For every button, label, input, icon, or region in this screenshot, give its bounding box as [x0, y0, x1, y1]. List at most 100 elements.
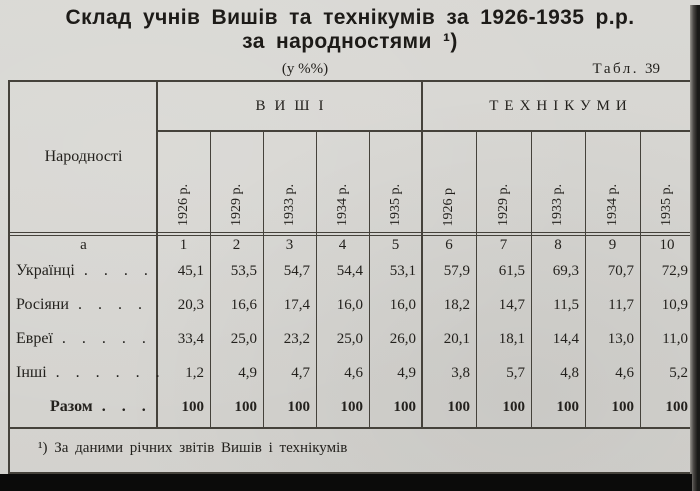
year-header-cell: 1929 р. — [495, 184, 511, 226]
row-label: Українці. . . . — [16, 262, 154, 279]
table-row-evrei: Евреї. . . . . 33,4 25,0 23,2 25,0 26,0 … — [10, 322, 694, 356]
table-cell: 4,9 — [397, 364, 416, 381]
table-cell: 17,4 — [283, 296, 310, 313]
table-cell: 4,8 — [560, 364, 579, 381]
table-cell: 16,0 — [336, 296, 363, 313]
page-title-line1: Склад учнів Вишів та технікумів за 1926-… — [65, 6, 635, 29]
table-cell: 18,1 — [498, 330, 525, 347]
column-line — [585, 130, 586, 428]
table-cell: 11,7 — [608, 296, 634, 313]
year-header-cell: 1929 р. — [228, 184, 244, 226]
column-line — [263, 130, 264, 428]
row-label: Евреї. . . . . — [16, 330, 152, 347]
table-cell: 54,7 — [283, 262, 310, 279]
column-line — [531, 130, 532, 428]
table-cell: 45,1 — [177, 262, 204, 279]
column-number: 5 — [391, 237, 400, 253]
year-header-cell: 1935 р. — [659, 184, 674, 226]
percent-subtitle: (у %%) — [281, 61, 329, 77]
column-line — [210, 130, 211, 428]
scan-black-bar — [0, 474, 692, 491]
column-group-row: ВИШІ ТЕХНІКУМИ — [157, 82, 694, 130]
column-number-row: а 1 2 3 4 5 6 7 8 9 10 — [10, 237, 694, 254]
group-header-tekhnikumy: ТЕХНІКУМИ — [489, 97, 633, 114]
column-line — [476, 130, 477, 428]
table-cell: 4,7 — [291, 364, 310, 381]
table-cell: 33,4 — [177, 330, 204, 347]
table-cell: 4,9 — [238, 364, 257, 381]
column-number: 4 — [338, 237, 347, 253]
table-cell: 20,3 — [177, 296, 204, 313]
table-cell: 57,9 — [443, 262, 470, 279]
table-cell: 26,0 — [389, 330, 416, 347]
table-cell: 100 — [556, 398, 580, 415]
row-label: Інші. . . . . . — [16, 364, 166, 381]
table-frame: Народності ВИШІ ТЕХНІКУМИ 1926 р. 1929 р… — [8, 80, 696, 474]
footnote-rule — [10, 427, 694, 429]
table-row-inshi: Інші. . . . . . 1,2 4,9 4,7 4,6 4,9 3,8 … — [10, 356, 694, 390]
column-number: 10 — [659, 237, 675, 253]
group-underline — [157, 130, 694, 132]
year-header-cell: 1935 р. — [387, 184, 403, 226]
table-body: Українці. . . . 45,1 53,5 54,7 54,4 53,1… — [10, 254, 694, 424]
table-cell: 4,6 — [615, 364, 634, 381]
year-header-cell: 1933 р. — [550, 184, 565, 226]
table-cell: 20,1 — [443, 330, 470, 347]
column-number: 7 — [499, 237, 508, 253]
dot-leader: . . . . . . — [55, 364, 166, 381]
table-cell: 72,9 — [661, 262, 688, 279]
row-label: Росіяни. . . . — [16, 296, 148, 313]
column-number: 1 — [179, 237, 188, 253]
table-cell: 25,0 — [230, 330, 257, 347]
table-cell: 5,7 — [506, 364, 525, 381]
table-cell: 25,0 — [336, 330, 363, 347]
column-line — [640, 130, 641, 428]
table-cell: 14,4 — [552, 330, 579, 347]
column-line — [316, 130, 317, 428]
table-row-razom-total: Разом. . . 100 100 100 100 100 100 100 1… — [10, 390, 694, 424]
table-row-ukraintsi: Українці. . . . 45,1 53,5 54,7 54,4 53,1… — [10, 254, 694, 288]
dot-leader: . . . . — [83, 262, 154, 279]
table-cell: 1,2 — [185, 364, 204, 381]
table-cell: 11,0 — [662, 330, 688, 347]
table-cell: 23,2 — [283, 330, 310, 347]
year-header-row: 1926 р. 1929 р. 1933 р. 1934 р. 1935 р. … — [157, 130, 694, 232]
row-header-cell: Народності — [44, 148, 123, 165]
corner-cell: а — [80, 237, 87, 253]
table-cell: 100 — [502, 398, 526, 415]
group-header-vyshi: ВИШІ — [255, 97, 333, 114]
dot-leader: . . . . — [77, 296, 148, 313]
page-title-block: Склад учнів Вишів та технікумів за 1926-… — [0, 6, 700, 54]
table-cell: 61,5 — [498, 262, 525, 279]
group-separator-line — [421, 82, 423, 428]
table-number: 39 — [645, 61, 660, 77]
page-edge-shadow — [690, 5, 700, 491]
column-line — [369, 130, 370, 428]
table-cell: 100 — [665, 398, 689, 415]
row-label: Разом. . . — [50, 398, 152, 415]
table-cell: 54,4 — [336, 262, 363, 279]
year-header-cell: 1934 р. — [604, 184, 620, 226]
year-header-cell: 1933 р. — [281, 184, 297, 226]
page-title-line2: за народностями ¹) — [242, 30, 458, 53]
table-cell: 5,2 — [669, 364, 688, 381]
column-number: 6 — [445, 237, 453, 253]
year-header-cell: 1926 р. — [175, 184, 191, 226]
dot-leader: . . . . . — [61, 330, 152, 347]
column-number: 2 — [232, 237, 241, 253]
table-cell: 100 — [393, 398, 417, 415]
table-row-rosiiany: Росіяни. . . . 20,3 16,6 17,4 16,0 16,0 … — [10, 288, 694, 322]
column-number: 3 — [285, 237, 294, 253]
table-cell: 3,8 — [451, 364, 470, 381]
table-cell: 100 — [181, 398, 205, 415]
table-cell: 100 — [340, 398, 364, 415]
table-cell: 18,2 — [443, 296, 470, 313]
table-word: Табл. — [592, 61, 639, 77]
table-cell: 16,0 — [389, 296, 416, 313]
table-cell: 100 — [447, 398, 471, 415]
table-cell: 13,0 — [607, 330, 634, 347]
table-cell: 100 — [287, 398, 311, 415]
table-cell: 4,6 — [344, 364, 363, 381]
table-cell: 70,7 — [607, 262, 634, 279]
